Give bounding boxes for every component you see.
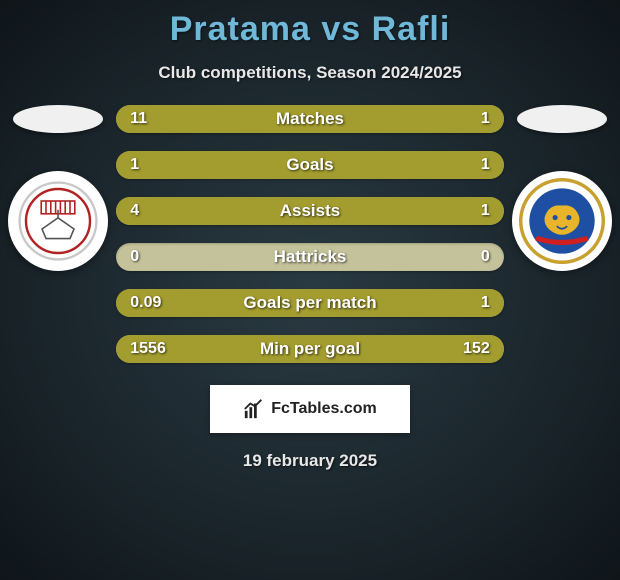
stat-row: 0Hattricks0 (116, 243, 504, 271)
stat-row: 0.09Goals per match1 (116, 289, 504, 317)
stat-row: 11Matches1 (116, 105, 504, 133)
stat-bars: 11Matches11Goals14Assists10Hattricks00.0… (116, 105, 504, 363)
stat-value-right: 1 (481, 151, 490, 179)
stat-value-right: 1 (481, 105, 490, 133)
stat-label: Hattricks (116, 243, 504, 271)
stat-label: Goals per match (116, 289, 504, 317)
stat-label: Assists (116, 197, 504, 225)
stats-container: 11Matches11Goals14Assists10Hattricks00.0… (0, 105, 620, 363)
credit-text: FcTables.com (271, 400, 377, 418)
date-line: 19 february 2025 (0, 451, 620, 471)
stat-row: 4Assists1 (116, 197, 504, 225)
stat-label: Min per goal (116, 335, 504, 363)
stat-value-right: 0 (481, 243, 490, 271)
subtitle: Club competitions, Season 2024/2025 (0, 63, 620, 83)
stat-value-right: 1 (481, 197, 490, 225)
left-team-column (0, 105, 116, 363)
right-team-logo (512, 171, 612, 271)
stat-row: 1556Min per goal152 (116, 335, 504, 363)
right-team-oval (517, 105, 607, 133)
psm-crest-icon (18, 181, 98, 261)
stat-label: Goals (116, 151, 504, 179)
left-team-logo (8, 171, 108, 271)
page-title: Pratama vs Rafli (0, 0, 620, 49)
chart-icon (243, 398, 265, 420)
stat-row: 1Goals1 (116, 151, 504, 179)
credit-box[interactable]: FcTables.com (210, 385, 410, 433)
stat-value-right: 152 (463, 335, 490, 363)
arema-crest-icon (519, 178, 605, 264)
left-team-oval (13, 105, 103, 133)
right-team-column (504, 105, 620, 363)
stat-value-right: 1 (481, 289, 490, 317)
stat-label: Matches (116, 105, 504, 133)
